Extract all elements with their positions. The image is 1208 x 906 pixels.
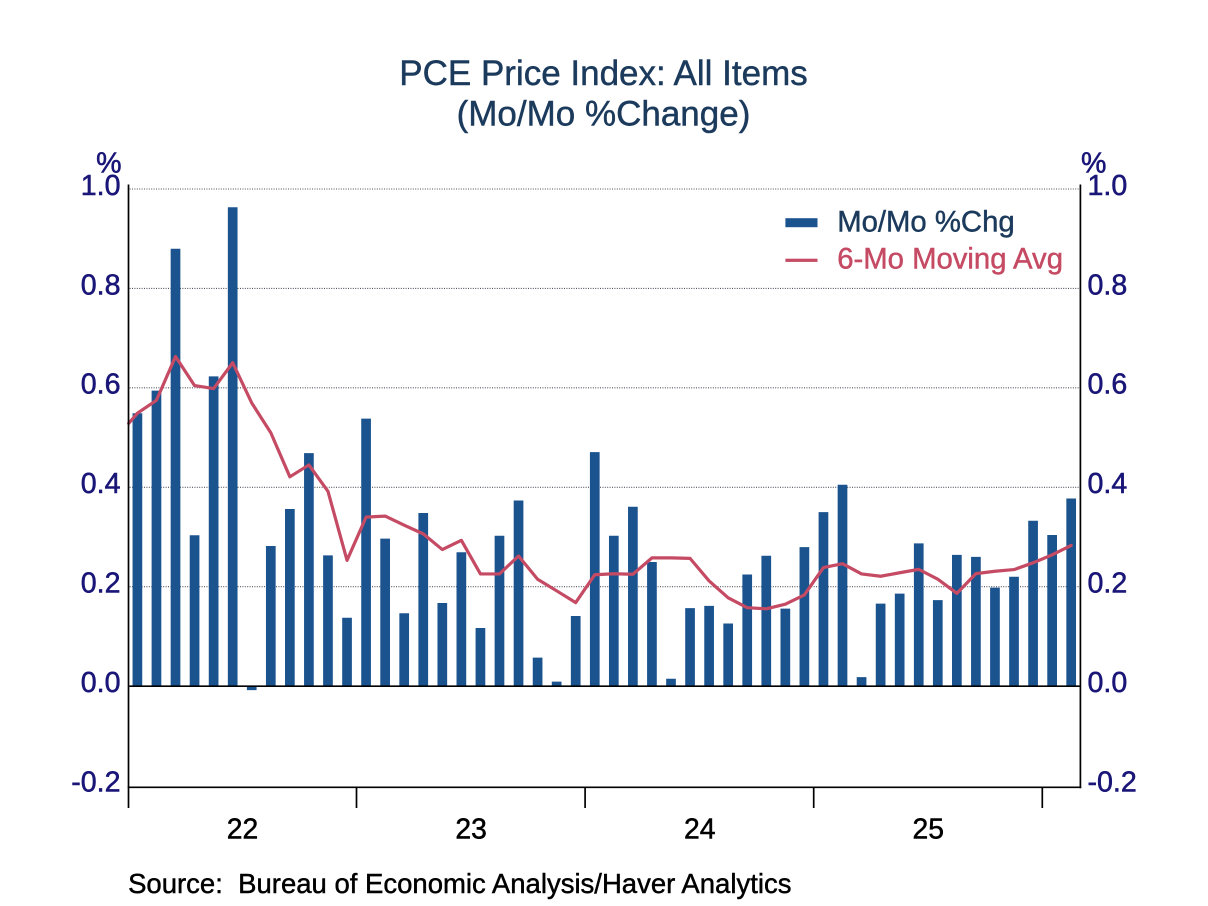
svg-text:%: % <box>96 147 121 179</box>
svg-text:PCE Price Index: All Items: PCE Price Index: All Items <box>399 54 807 93</box>
svg-text:24: 24 <box>684 813 715 845</box>
svg-text:1.0: 1.0 <box>81 170 121 202</box>
svg-text:0.2: 0.2 <box>1088 568 1128 600</box>
svg-text:(Mo/Mo %Change): (Mo/Mo %Change) <box>457 95 751 134</box>
svg-text:0.4: 0.4 <box>81 468 121 500</box>
svg-text:6-Mo Moving Avg: 6-Mo Moving Avg <box>837 243 1063 276</box>
svg-text:Source: Bureau of Economic An: Source: Bureau of Economic Analysis/Have… <box>128 868 791 899</box>
svg-text:0.6: 0.6 <box>81 369 121 401</box>
svg-text:-0.2: -0.2 <box>1088 766 1137 798</box>
svg-text:0.0: 0.0 <box>1088 667 1128 699</box>
svg-text:-0.2: -0.2 <box>71 766 120 798</box>
svg-text:0.6: 0.6 <box>1088 369 1128 401</box>
svg-text:0.8: 0.8 <box>81 269 121 301</box>
svg-text:0.0: 0.0 <box>81 667 121 699</box>
svg-text:Mo/Mo %Chg: Mo/Mo %Chg <box>837 206 1014 239</box>
svg-text:1.0: 1.0 <box>1088 170 1128 202</box>
svg-text:22: 22 <box>227 813 258 845</box>
svg-text:25: 25 <box>913 813 944 845</box>
svg-text:0.8: 0.8 <box>1088 269 1128 301</box>
svg-text:23: 23 <box>455 813 486 845</box>
svg-text:0.2: 0.2 <box>81 568 121 600</box>
svg-text:0.4: 0.4 <box>1088 468 1128 500</box>
svg-text:%: % <box>1081 147 1106 179</box>
